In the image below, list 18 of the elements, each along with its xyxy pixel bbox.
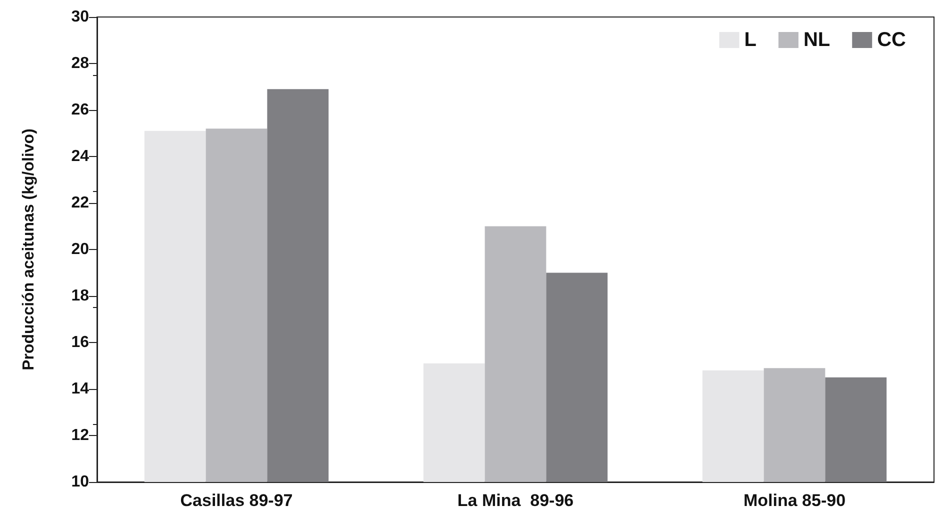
y-tick-label: 28 — [71, 55, 90, 72]
y-axis-title: Producción aceitunas (kg/olivo) — [20, 128, 38, 370]
y-tick-label: 14 — [71, 380, 90, 398]
y-tick-label: 10 — [71, 474, 90, 490]
y-tick-label: 16 — [71, 334, 90, 351]
y-tick-label: 20 — [71, 241, 90, 258]
legend-label: L — [744, 29, 756, 51]
y-tick-label: 18 — [71, 288, 90, 304]
y-tick-label: 12 — [71, 427, 90, 444]
x-tick-label: Molina 85-90 — [743, 491, 846, 510]
y-tick-label: 24 — [71, 148, 90, 165]
legend-label: CC — [877, 29, 906, 51]
y-tick-label: 26 — [71, 102, 90, 118]
x-tick-label: Casillas 89-97 — [180, 491, 293, 510]
x-tick-label: La Mina 89-96 — [457, 491, 574, 510]
legend-label: NL — [803, 29, 830, 51]
y-tick-label: 22 — [71, 194, 90, 212]
y-tick-label: 30 — [71, 8, 90, 26]
